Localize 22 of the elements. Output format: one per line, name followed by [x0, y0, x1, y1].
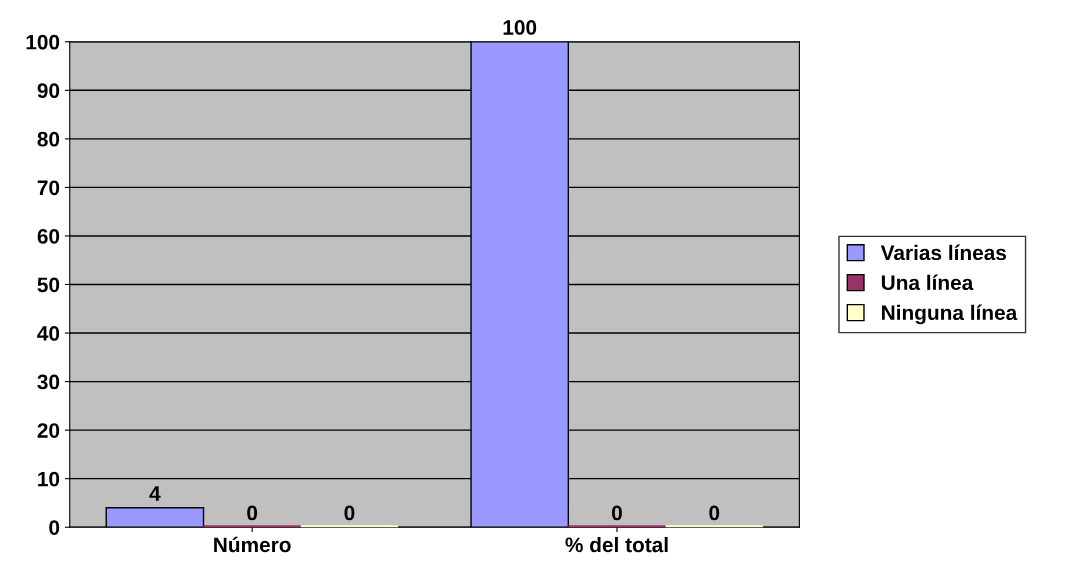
data-label: 0 — [344, 505, 355, 521]
y-tick-label: 60 — [37, 228, 60, 244]
legend-label: Una línea — [881, 274, 974, 291]
y-tick-label: 80 — [37, 131, 60, 147]
x-tick-label: % del total — [565, 536, 668, 553]
data-label: 0 — [247, 505, 258, 521]
y-tick-label: 20 — [37, 423, 60, 438]
y-tick-label: 10 — [38, 471, 60, 487]
data-label: 0 — [612, 505, 622, 521]
legend-label: Ninguna línea — [882, 304, 1018, 325]
data-label: 0 — [709, 505, 720, 521]
y-tick-label: 30 — [37, 374, 60, 390]
y-tick-label: 70 — [37, 180, 60, 196]
y-tick-label: 0 — [49, 520, 60, 535]
y-tick-label: 100 — [26, 34, 60, 50]
x-tick-label: Número — [214, 536, 291, 553]
data-label: 100 — [503, 20, 537, 35]
legend-label: Varias líneas — [880, 244, 1007, 261]
data-label: 4 — [149, 486, 161, 501]
y-tick-label: 90 — [37, 83, 60, 99]
y-tick-label: 40 — [37, 326, 60, 341]
y-tick-label: 50 — [37, 277, 60, 293]
